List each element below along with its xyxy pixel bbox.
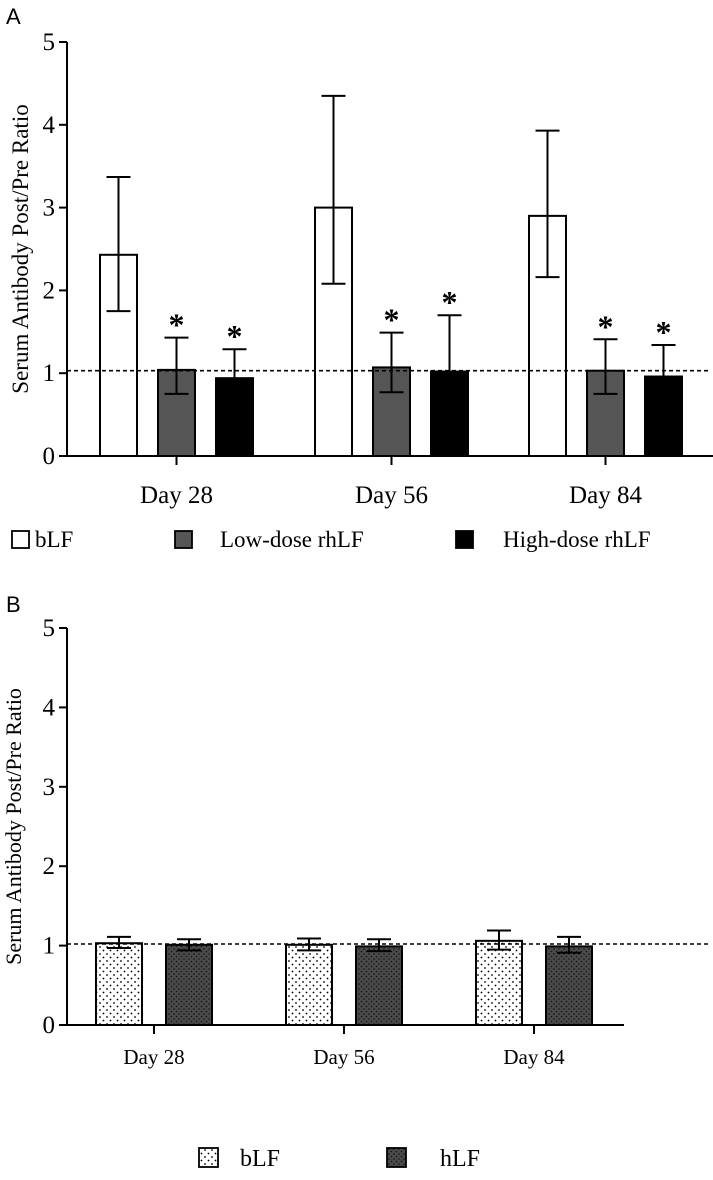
legend-label: High-dose rhLF (503, 527, 651, 552)
y-tick-label: 5 (43, 615, 56, 642)
y-tick-label: 0 (43, 1012, 56, 1039)
bar (475, 939, 523, 1026)
x-tick-label: Day 28 (140, 482, 213, 509)
y-tick-label: 4 (43, 112, 56, 139)
y-tick-label: 5 (43, 29, 56, 56)
legend-swatch (455, 530, 474, 549)
legend-swatch (174, 530, 193, 549)
significance-marker: * (598, 308, 614, 344)
significance-marker: * (656, 314, 672, 350)
legend-swatch (386, 1147, 407, 1168)
y-tick-label: 4 (43, 694, 56, 721)
y-tick-label: 1 (43, 360, 56, 387)
legend-swatch (11, 530, 30, 549)
y-tick-label: 1 (43, 933, 56, 960)
bar (215, 377, 254, 457)
bar (355, 945, 403, 1026)
y-tick-label: 2 (43, 277, 56, 304)
significance-marker: * (442, 284, 458, 320)
x-tick-label: Day 84 (503, 1045, 565, 1069)
y-tick-label: 2 (43, 853, 56, 880)
panel-label-a: A (6, 4, 21, 29)
y-axis-title: Serum Antibody Post/Pre Ratio (1, 688, 26, 965)
significance-marker: * (227, 318, 243, 354)
legend-label: hLF (440, 1146, 480, 1172)
legend-swatch (198, 1147, 219, 1168)
panel-label-b: B (6, 592, 21, 617)
chart-panel-b: 0 1 2 3 4 5 Serum Antibody Post/Pre Ratio Day 2… (1, 615, 710, 1172)
y-tick-label: 3 (43, 774, 56, 801)
x-tick-label: Day 56 (313, 1045, 374, 1069)
legend-label: bLF (35, 527, 73, 552)
legend-label: bLF (240, 1146, 280, 1172)
x-tick-label: Day 56 (355, 482, 428, 509)
bar (528, 214, 567, 457)
y-tick-label: 3 (43, 195, 56, 222)
significance-marker: * (384, 302, 400, 338)
bar (95, 942, 143, 1027)
significance-marker: * (169, 307, 185, 343)
bar (285, 943, 333, 1027)
bar (165, 943, 213, 1027)
bar (545, 945, 593, 1026)
x-tick-label: Day 84 (569, 482, 642, 509)
y-tick-label: 0 (43, 443, 56, 470)
chart-panel-a: 0 1 2 3 4 5 Serum Antibody Post/Pre Ratio * * * * *… (8, 29, 713, 552)
bar (372, 366, 411, 457)
x-tick-label: Day 28 (123, 1045, 184, 1069)
y-axis-title: Serum Antibody Post/Pre Ratio (8, 104, 33, 393)
legend-label: Low-dose rhLF (220, 527, 364, 552)
